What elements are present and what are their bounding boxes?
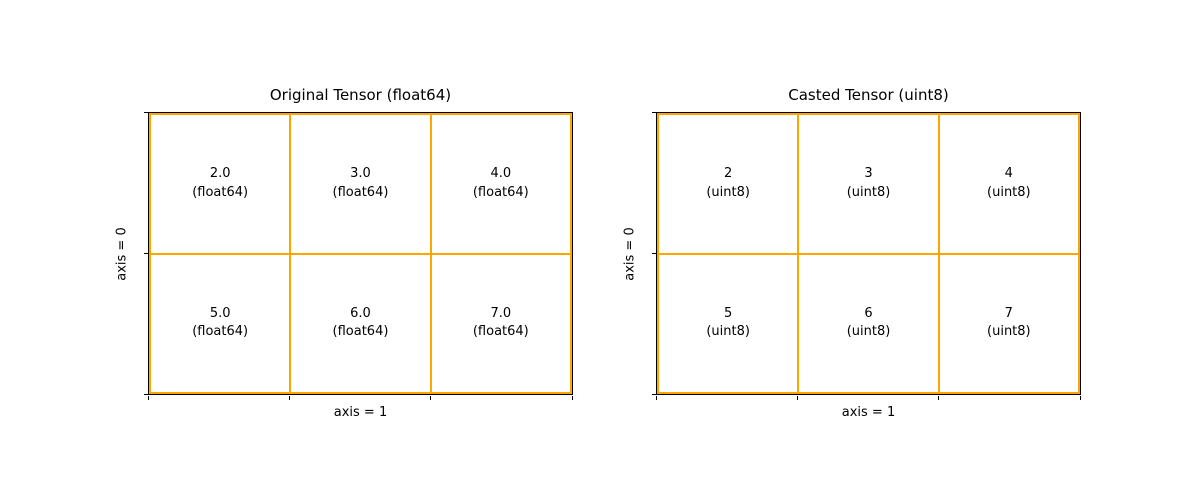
plot-title: Original Tensor (float64): [269, 86, 452, 104]
tensor-cell: 5 (uint8): [659, 254, 798, 392]
tensor-grid: 2.0 (float64) 3.0 (float64) 4.0 (float64…: [149, 113, 572, 394]
x-axis-tick: [1079, 395, 1081, 400]
panel-original-tensor: Original Tensor (float64) 2.0 (float64) …: [115, 87, 573, 420]
cell-value: 2: [724, 166, 733, 182]
cell-dtype: (uint8): [846, 184, 891, 200]
tensor-cell: 6.0 (float64): [291, 254, 430, 392]
cell-dtype: (float64): [472, 184, 529, 200]
tensor-cell: 4 (uint8): [939, 115, 1078, 253]
y-axis-label: axis = 0: [622, 226, 638, 281]
tensor-cell: 7.0 (float64): [431, 254, 570, 392]
x-axis-tick: [796, 395, 799, 400]
y-axis-tick: [651, 252, 656, 254]
cell-value: 5.0: [209, 305, 231, 321]
tensor-cell: 3 (uint8): [799, 115, 938, 253]
x-axis-tick: [430, 395, 432, 400]
y-axis-label: axis = 0: [114, 226, 130, 281]
cell-value: 4: [1004, 166, 1013, 182]
cell-value: 4.0: [490, 166, 512, 182]
cell-dtype: (uint8): [846, 324, 891, 340]
y-axis-tick: [651, 112, 656, 114]
cell-value: 7.0: [490, 305, 512, 321]
cell-value: 6.0: [350, 305, 371, 321]
cell-dtype: (uint8): [987, 184, 1031, 200]
tensor-cell: 3.0 (float64): [291, 115, 430, 253]
x-axis-tick: [656, 395, 658, 400]
cell-dtype: (float64): [192, 324, 249, 340]
y-axis-tick: [651, 393, 656, 395]
cell-value: 6: [864, 305, 873, 321]
x-axis-label: axis = 1: [333, 405, 388, 420]
tensor-cell: 4.0 (float64): [431, 115, 570, 253]
x-axis-tick: [938, 395, 940, 400]
tensor-cell: 5.0 (float64): [151, 254, 290, 392]
x-axis-tick: [571, 395, 573, 400]
y-axis-tick: [143, 252, 148, 254]
cell-value: 5: [724, 305, 733, 321]
cell-dtype: (uint8): [706, 324, 750, 340]
x-axis-tick: [288, 395, 291, 400]
tensor-grid: 2 (uint8) 3 (uint8) 4 (uint8) 5 (uint8) …: [657, 113, 1080, 394]
y-axis-tick: [143, 393, 148, 395]
cell-dtype: (float64): [192, 184, 249, 200]
cell-dtype: (uint8): [706, 184, 750, 200]
cell-value: 2.0: [209, 166, 231, 182]
cell-dtype: (float64): [332, 324, 389, 340]
tensor-cell: 7 (uint8): [939, 254, 1078, 392]
y-axis-tick: [143, 112, 148, 114]
tensor-cell: 2.0 (float64): [151, 115, 290, 253]
tensor-cell: 2 (uint8): [659, 115, 798, 253]
panel-casted-tensor: Casted Tensor (uint8) 2 (uint8) 3 (uint8…: [623, 87, 1081, 420]
cell-value: 3: [864, 166, 873, 182]
x-axis-tick: [148, 395, 150, 400]
cell-dtype: (float64): [472, 324, 529, 340]
cell-dtype: (uint8): [987, 324, 1031, 340]
cell-dtype: (float64): [332, 184, 389, 200]
x-axis-label: axis = 1: [841, 405, 896, 420]
cell-value: 3.0: [350, 166, 371, 182]
cell-value: 7: [1004, 305, 1013, 321]
plot-title: Casted Tensor (uint8): [788, 86, 949, 104]
tensor-cell: 6 (uint8): [799, 254, 938, 392]
